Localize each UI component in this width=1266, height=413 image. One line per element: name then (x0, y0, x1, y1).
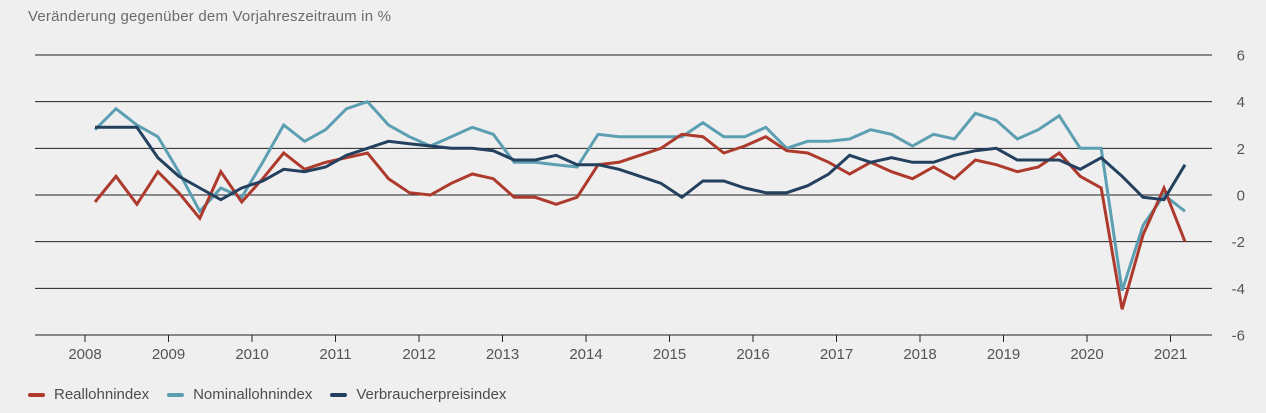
legend-swatch-nominallohnindex (167, 392, 185, 397)
y-tick-label-6: 6 (1237, 48, 1245, 65)
y-tick-label-4: 4 (1237, 94, 1245, 111)
x-tick-label-2016: 2016 (736, 346, 769, 363)
chart-legend: Reallohnindex Nominallohnindex Verbraucher… (28, 386, 506, 403)
x-tick-label-2021: 2021 (1154, 346, 1187, 363)
x-tick-label-2014: 2014 (569, 346, 602, 363)
legend-label-verbraucherpreisindex: Verbraucherpreisindex (356, 386, 507, 403)
x-tick-label-2008: 2008 (68, 346, 101, 363)
series-line-nominallohnindex (93, 99, 1186, 292)
legend-label-nominallohnindex: Nominallohnindex (193, 386, 313, 403)
x-tick-label-2015: 2015 (653, 346, 686, 363)
legend-swatch-verbraucherpreisindex (330, 392, 348, 397)
series-line-reallohnindex (93, 132, 1187, 310)
y-tick-label-0: 0 (1237, 188, 1245, 205)
chart-title: Veränderung gegenüber dem Vorjahreszeitr… (28, 8, 392, 25)
y-tick-label-2: 2 (1237, 141, 1245, 158)
y-tick-label--2: -2 (1232, 234, 1245, 251)
x-tick-label-2020: 2020 (1070, 346, 1103, 363)
x-tick-label-2018: 2018 (903, 346, 936, 363)
y-tick-label--6: -6 (1232, 328, 1245, 345)
x-tick-label-2019: 2019 (987, 346, 1020, 363)
legend-label-reallohnindex: Reallohnindex (54, 386, 150, 403)
legend-item-reallohnindex: Reallohnindex (28, 386, 149, 403)
legend-item-verbraucherpreisindex: Verbraucherpreisindex (330, 386, 506, 403)
legend-swatch-reallohnindex (28, 392, 45, 397)
x-tick-label-2010: 2010 (235, 346, 268, 363)
y-tick-label--4: -4 (1232, 281, 1245, 298)
x-tick-label-2017: 2017 (820, 346, 853, 363)
x-tick-label-2012: 2012 (402, 346, 435, 363)
x-tick-label-2011: 2011 (319, 346, 351, 363)
x-tick-label-2009: 2009 (152, 346, 185, 363)
x-tick-label-2013: 2013 (486, 346, 519, 363)
legend-item-nominallohnindex: Nominallohnindex (167, 386, 312, 403)
series-line-verbraucherpreisindex (95, 125, 1187, 202)
